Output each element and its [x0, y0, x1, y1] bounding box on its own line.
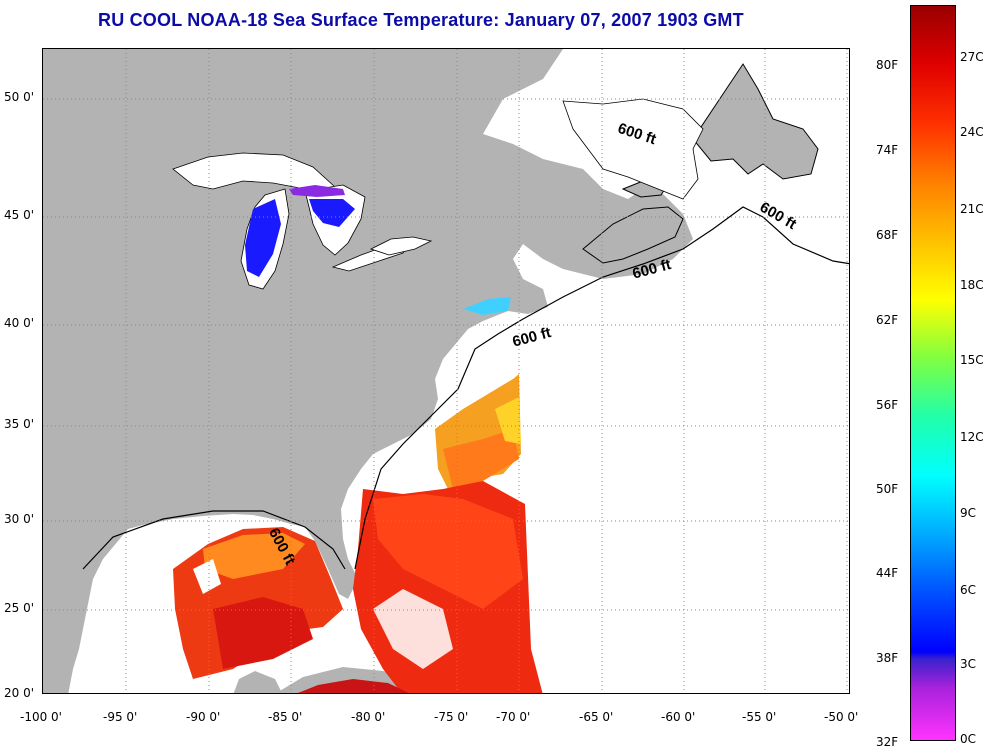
- latitude-tick-label: 20 0': [4, 686, 35, 700]
- caribbean-sst: [298, 679, 409, 693]
- cloud-gap: [193, 559, 221, 594]
- longitude-tick-label: -70 0': [496, 710, 531, 724]
- longitude-tick-label: -60 0': [661, 710, 696, 724]
- colorbar-fahrenheit-label: 68F: [876, 228, 899, 242]
- gulf-of-mexico-orange: [203, 533, 305, 579]
- newfoundland-land: [692, 63, 819, 180]
- colorbar-fahrenheit-label: 56F: [876, 398, 899, 412]
- colorbar-celsius-label: 27C: [960, 50, 984, 64]
- lake-huron-sst: [309, 199, 355, 227]
- latitude-tick-label: 30 0': [4, 512, 35, 526]
- lake-superior-sst: [289, 185, 345, 197]
- colorbar-fahrenheit-label: 74F: [876, 143, 899, 157]
- latitude-tick-label: 50 0': [4, 90, 35, 104]
- longitude-tick-label: -55 0': [742, 710, 777, 724]
- longitude-tick-label: -90 0': [186, 710, 221, 724]
- colorbar-fahrenheit-label: 38F: [876, 651, 899, 665]
- colorbar-fahrenheit-label: 32F: [876, 735, 899, 749]
- colorbar-fahrenheit-label: 80F: [876, 58, 899, 72]
- colorbar-celsius-label: 15C: [960, 353, 984, 367]
- colorbar-celsius-label: 12C: [960, 430, 984, 444]
- latitude-tick-label: 40 0': [4, 316, 35, 330]
- gulf-st-lawrence: [562, 98, 704, 200]
- contour-label: 600 ft: [757, 199, 799, 233]
- contour-label: 600 ft: [511, 324, 553, 351]
- temperature-colorbar: [910, 5, 956, 741]
- longitude-tick-label: -75 0': [434, 710, 469, 724]
- land-mass: [43, 49, 693, 693]
- lake-ontario: [369, 236, 433, 256]
- colorbar-celsius-label: 24C: [960, 125, 984, 139]
- longitude-tick-label: -85 0': [268, 710, 303, 724]
- map-gridlines: [43, 49, 849, 693]
- longitude-tick-label: -50 0': [824, 710, 859, 724]
- map-title: RU COOL NOAA-18 Sea Surface Temperature:…: [98, 10, 744, 30]
- gulf-stream-warm: [373, 494, 523, 609]
- latitude-tick-label: 25 0': [4, 601, 35, 615]
- long-island-sst: [463, 297, 511, 315]
- atlantic-sst-north-warm: [443, 429, 519, 489]
- colorbar-celsius-label: 21C: [960, 202, 984, 216]
- colorbar-fahrenheit-label: 44F: [876, 566, 899, 580]
- map-canvas: 600 ft 600 ft 600 ft 600 ft 600 ft: [43, 49, 849, 693]
- latitude-tick-label: 45 0': [4, 208, 35, 222]
- colorbar-celsius-label: 6C: [960, 583, 977, 597]
- colorbar-celsius-label: 9C: [960, 506, 977, 520]
- colorbar-celsius-label: 18C: [960, 278, 984, 292]
- colorbar-fahrenheit-label: 62F: [876, 313, 899, 327]
- sst-map[interactable]: 600 ft 600 ft 600 ft 600 ft 600 ft: [42, 48, 850, 694]
- longitude-tick-label: -65 0': [579, 710, 614, 724]
- cloud-gap: [373, 589, 453, 669]
- lake-michigan-sst: [245, 199, 281, 277]
- yucatan-land: [233, 671, 282, 693]
- colorbar-fahrenheit-label: 50F: [876, 482, 899, 496]
- latitude-tick-label: 35 0': [4, 417, 35, 431]
- colorbar-celsius-label: 0C: [960, 732, 977, 746]
- gulf-of-mexico-warm: [213, 597, 313, 669]
- longitude-tick-label: -95 0': [103, 710, 138, 724]
- longitude-tick-label: -100 0': [20, 710, 62, 724]
- colorbar-celsius-label: 3C: [960, 657, 977, 671]
- longitude-tick-label: -80 0': [351, 710, 386, 724]
- atlantic-sst-yellow: [495, 397, 521, 444]
